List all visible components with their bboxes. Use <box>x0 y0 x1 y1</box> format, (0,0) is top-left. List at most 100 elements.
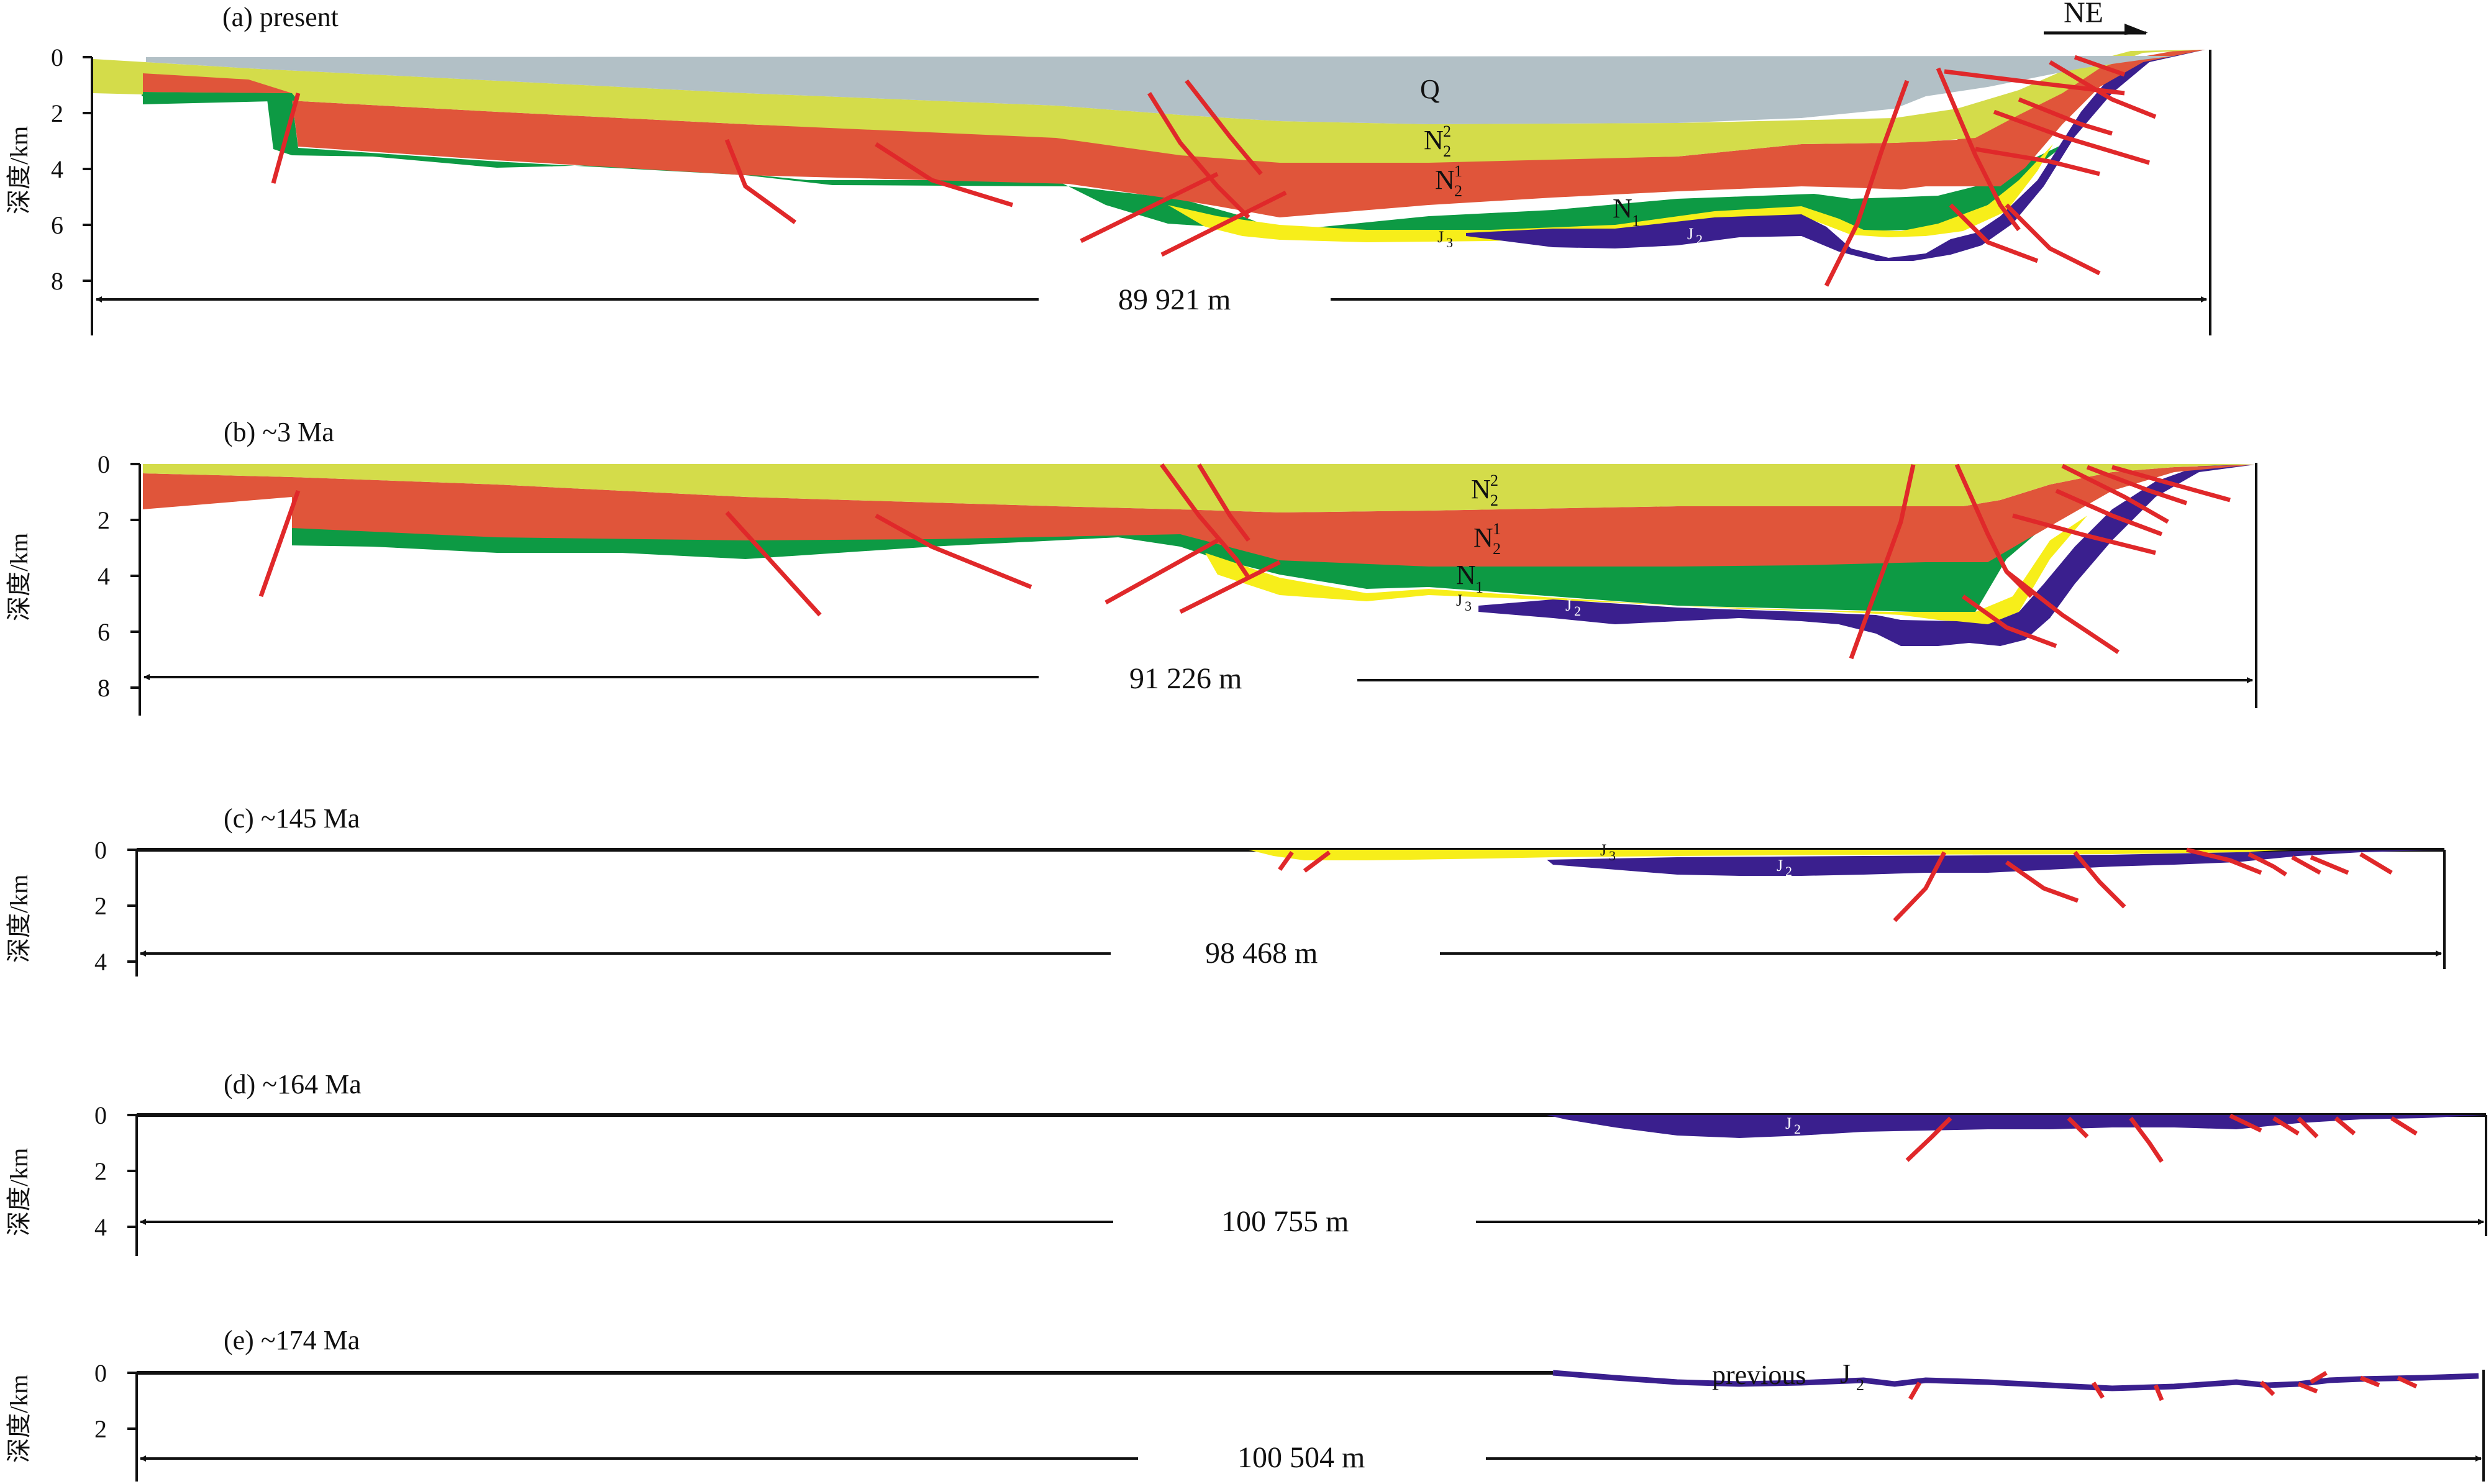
faults <box>1905 1113 2418 1163</box>
y-tick: 4 <box>94 1213 137 1241</box>
y-axis: 0 2 4 深度/km <box>5 836 138 976</box>
fault <box>2018 97 2113 136</box>
unit-label-base: N <box>1435 165 1455 195</box>
tick-label: 0 <box>94 1101 107 1129</box>
svg-text:Q: Q <box>1420 74 1440 104</box>
y-tick: 6 <box>51 211 92 239</box>
y-tick: 0 <box>98 450 140 478</box>
tick-label: 0 <box>94 836 107 864</box>
strata <box>143 464 2255 646</box>
unit-label-J2: J 2 <box>1565 596 1581 619</box>
unit-label-base: N <box>1613 193 1633 224</box>
tick-label: 6 <box>98 618 110 646</box>
tick-label: 4 <box>94 1213 107 1241</box>
unit-label-base: Q <box>1420 74 1440 104</box>
fault <box>1849 464 1916 660</box>
fault <box>1961 594 2057 649</box>
unit-label-sub: 2 <box>1574 603 1581 619</box>
fault <box>2310 1370 2328 1385</box>
y-tick: 2 <box>51 99 92 127</box>
fault <box>1905 1116 1952 1162</box>
y-tick: 2 <box>98 506 140 534</box>
unit-label-J3: J 3 <box>1437 228 1453 250</box>
unit-label-base: N <box>1473 522 1493 553</box>
unit-label-sup: 2 <box>1443 122 1451 140</box>
tick-label: 8 <box>98 674 110 702</box>
fault <box>2259 1380 2275 1396</box>
strata <box>1547 1115 2486 1138</box>
previous-label: previous <box>1712 1360 1806 1390</box>
fault <box>1179 560 1281 614</box>
faults <box>1908 1370 2418 1401</box>
width-dimension: 89 921 m <box>96 283 2207 316</box>
panel-title: (d) ~164 Ma <box>224 1069 362 1099</box>
svg-text:J: J <box>1437 228 1444 246</box>
unit-label-N1: N 1 <box>1456 560 1483 596</box>
fault <box>2055 488 2163 537</box>
unit-label-sup: 1 <box>1493 520 1501 538</box>
layer-left-edge <box>143 92 298 104</box>
svg-text:J: J <box>1785 1114 1792 1132</box>
unit-label-sub: 1 <box>1475 578 1483 596</box>
fault <box>2061 463 2169 524</box>
fault <box>725 511 822 617</box>
panel-a: (a) present 0 2 4 6 8 深度/km <box>5 2 2211 335</box>
layer-J2 <box>1466 50 2205 261</box>
layer-N2-2 <box>143 464 2255 512</box>
layer-J3 <box>1168 144 2053 242</box>
unit-label-base: J <box>1456 591 1462 609</box>
unit-label-sub: 3 <box>1609 848 1616 863</box>
unit-label-J2: J 2 <box>1840 1359 1864 1394</box>
fault <box>1975 147 2100 176</box>
unit-label-sub: 2 <box>1794 1121 1801 1137</box>
fault <box>2073 850 2126 909</box>
svg-text:N: N <box>1613 193 1633 224</box>
tick-label: 2 <box>94 1415 107 1443</box>
unit-label-base: J <box>1687 225 1693 243</box>
fault <box>2111 465 2231 503</box>
unit-labels: previous J 2 <box>1712 1359 1864 1394</box>
fault <box>2390 1116 2418 1136</box>
fault <box>1893 851 1947 922</box>
fault <box>2005 860 2079 903</box>
fault <box>2297 1382 2318 1394</box>
unit-label-base: J <box>1565 596 1572 614</box>
layer-N2-2 <box>93 50 2205 163</box>
tick-label: 2 <box>94 1157 107 1185</box>
panel-title: (e) ~174 Ma <box>224 1325 360 1355</box>
unit-label-sub: 3 <box>1465 598 1472 614</box>
unit-labels: J 2 <box>1785 1114 1801 1137</box>
fault <box>2297 1116 2319 1139</box>
unit-label-sub: 2 <box>1785 863 1792 879</box>
fault <box>1147 92 1250 219</box>
tick-label: 0 <box>94 1359 107 1387</box>
unit-label-sub: 2 <box>1443 142 1451 160</box>
y-tick: 6 <box>98 618 140 646</box>
unit-label-sub: 2 <box>1696 232 1703 247</box>
unit-label-base: J <box>1600 841 1606 859</box>
width-dimension: 91 226 m <box>143 662 2253 695</box>
unit-label-sup: 1 <box>1454 162 1462 180</box>
svg-text:J: J <box>1840 1359 1851 1389</box>
fault <box>2397 1375 2418 1389</box>
y-axis: 0 2 4 6 8 深度/km <box>5 43 93 335</box>
svg-text:N: N <box>1471 474 1491 504</box>
y-axis: 0 2 深度/km <box>5 1359 138 1482</box>
tick-label: 2 <box>94 892 107 920</box>
unit-label-base: N <box>1424 125 1444 155</box>
y-tick: 0 <box>94 1359 137 1387</box>
unit-label-base: J <box>1785 1114 1792 1132</box>
unit-label-N2-1: N 1 2 <box>1435 162 1462 200</box>
svg-text:J: J <box>1687 225 1693 243</box>
tick-label: 4 <box>51 155 63 183</box>
unit-label-N2-2: N 2 2 <box>1471 471 1498 509</box>
y-tick: 4 <box>94 948 137 976</box>
fault <box>2247 852 2287 876</box>
faults <box>258 463 2231 660</box>
fault <box>2005 203 2101 276</box>
unit-label-sup: 2 <box>1490 471 1498 489</box>
layer-Q <box>146 56 2174 124</box>
panel-title: (c) ~145 Ma <box>224 803 360 834</box>
direction-arrowhead-icon <box>2124 24 2148 35</box>
